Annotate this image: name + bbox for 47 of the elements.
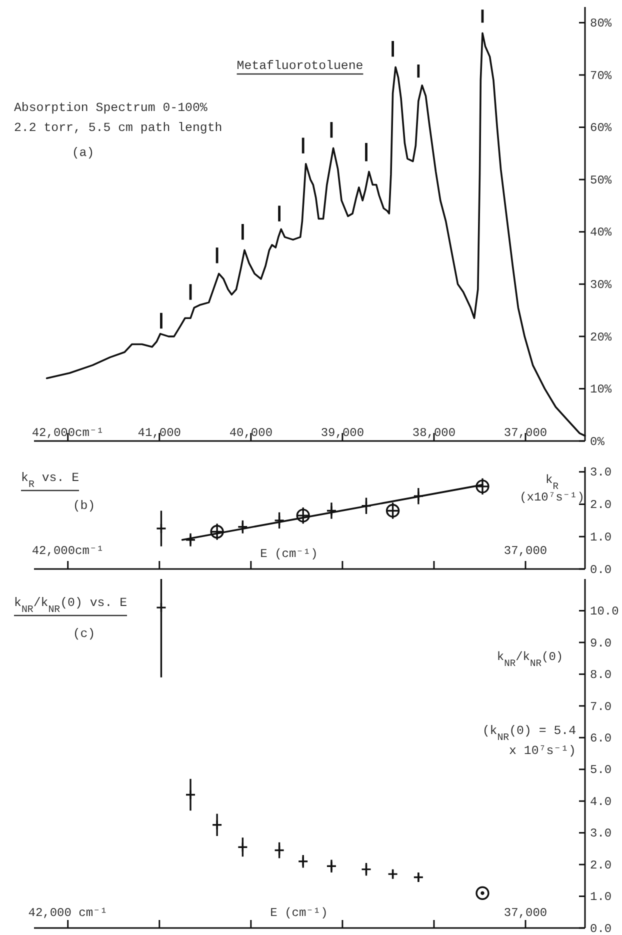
y-axis-title: k$_{NR}$/k$_{NR}$(0)	[496, 650, 564, 668]
x-tick-label: 42,000cm⁻¹	[32, 544, 104, 558]
y-tick-label: 7.0	[590, 700, 612, 714]
y-tick-label: 50%	[590, 173, 612, 188]
x-tick-label: 37,000	[504, 906, 548, 920]
y-tick-label: 6.0	[590, 731, 612, 746]
text: Metafluorotoluene	[236, 59, 364, 73]
text: k$_{R}$ vs. E	[21, 471, 80, 490]
x-tick-label: 39,000	[320, 426, 364, 440]
text: k$_{NR}$/k$_{NR}$(0) vs. E	[14, 596, 128, 614]
y-tick-label: 3.0	[590, 826, 612, 841]
annotation: Absorption Spectrum 0-100%	[14, 101, 208, 115]
x-tick-label: 37,000	[504, 544, 548, 558]
y-tick-label: 40%	[590, 226, 612, 240]
y-tick-label: 2.0	[590, 858, 612, 872]
x-tick-label: 42,000cm⁻¹	[32, 426, 104, 440]
y-tick-label: 2.0	[590, 498, 612, 512]
x-tick-label: 40,000	[229, 426, 273, 440]
y-tick-label: 8.0	[590, 668, 612, 682]
y-tick-label: 9.0	[590, 636, 612, 650]
annotation: (c)	[72, 627, 96, 641]
y-tick-label: 60%	[590, 121, 612, 136]
y-tick-label: 0%	[590, 434, 606, 449]
y-tick-label: 30%	[590, 278, 612, 292]
y-tick-label: 80%	[590, 16, 612, 31]
y-tick-label: 0.0	[590, 922, 612, 935]
y-tick-label: 70%	[590, 68, 612, 83]
x-axis-title: E (cm⁻¹)	[260, 547, 318, 561]
annotation: (a)	[72, 146, 94, 160]
x-tick-label: 38,000	[412, 426, 456, 440]
y-tick-label: 1.0	[590, 530, 612, 544]
y-tick-label: 10.0	[590, 604, 619, 619]
y-tick-label: 0.0	[590, 562, 612, 577]
x-axis-title: E (cm⁻¹)	[270, 906, 328, 920]
y-tick-label: 3.0	[590, 466, 612, 480]
annotation: 2.2 torr, 5.5 cm path length	[14, 121, 222, 135]
y-tick-label: 4.0	[590, 794, 612, 809]
y-tick-label: 10%	[590, 382, 612, 397]
x-tick-label: 37,000	[504, 426, 548, 440]
y-axis-title: k$_{R}$ (x10⁷s⁻¹)	[520, 473, 584, 504]
y-tick-label: 20%	[590, 330, 612, 344]
annotation: (b)	[72, 499, 96, 513]
annotation: (k$_{NR}$(0) = 5.4 x 10⁷s⁻¹)	[482, 724, 576, 758]
x-tick-label: 41,000	[138, 426, 182, 440]
y-tick-label: 1.0	[590, 890, 612, 904]
y-tick-label: 5.0	[590, 763, 612, 778]
x-tick-label: 42,000 cm⁻¹	[28, 906, 108, 920]
